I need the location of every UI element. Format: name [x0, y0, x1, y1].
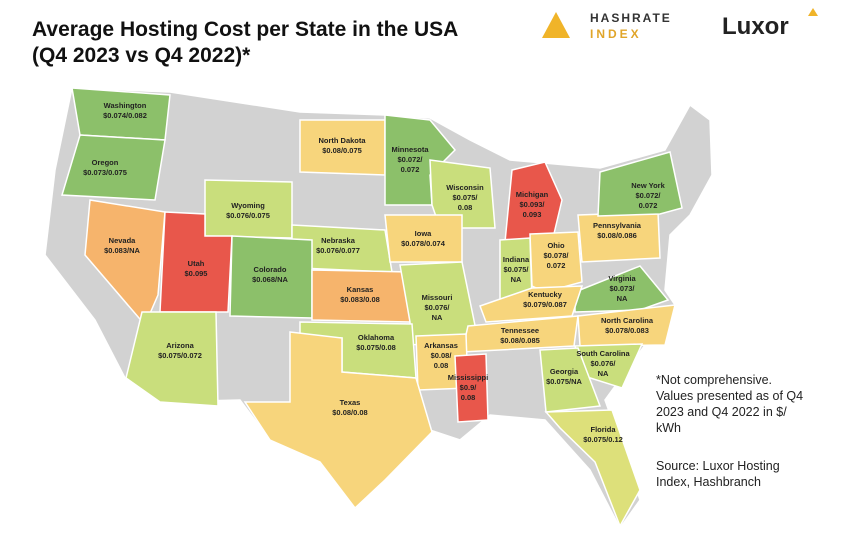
logo-icon: [542, 12, 570, 38]
state-name: Florida: [590, 425, 616, 434]
state: [454, 353, 489, 423]
state-value: $0.08/0.08: [332, 408, 367, 417]
source: Source: Luxor Hosting: [656, 459, 780, 473]
state-value: 0.072: [639, 201, 658, 210]
state-value: 0.072: [401, 165, 420, 174]
state-value: $0.076/: [590, 359, 616, 368]
state-name: Arizona: [166, 341, 194, 350]
state-value: $0.073/0.075: [83, 168, 127, 177]
state-value: $0.079/0.087: [523, 300, 567, 309]
state-name: Nevada: [109, 236, 137, 245]
state: [504, 161, 563, 243]
title: (Q4 2023 vs Q4 2022)*: [32, 44, 251, 67]
state-value: $0.095: [185, 269, 208, 278]
state-name: Oregon: [92, 158, 119, 167]
state-name: Mississippi: [448, 373, 488, 382]
state-name: Tennessee: [501, 326, 539, 335]
state-value: $0.078/: [543, 251, 569, 260]
state-name: Georgia: [550, 367, 579, 376]
state-value: $0.075/0.08: [356, 343, 396, 352]
state-value: 0.08: [461, 393, 476, 402]
state-value: 0.08: [458, 203, 473, 212]
state: [84, 199, 166, 327]
state-value: $0.078/0.074: [401, 239, 446, 248]
state-value: $0.076/0.077: [316, 246, 360, 255]
logo-text: INDEX: [590, 27, 642, 41]
note: 2023 and Q4 2022 in $/: [656, 405, 787, 419]
state-name: Arkansas: [424, 341, 458, 350]
note: *Not comprehensive.: [656, 373, 772, 387]
state-value: NA: [511, 275, 522, 284]
state-value: $0.068/NA: [252, 275, 288, 284]
state-name: Minnesota: [391, 145, 429, 154]
state-value: $0.073/: [609, 284, 635, 293]
state-name: Wisconsin: [446, 183, 484, 192]
state: [597, 151, 683, 217]
state-value: $0.075/0.072: [158, 351, 202, 360]
state-value: $0.072/: [397, 155, 423, 164]
state-name: South Carolina: [576, 349, 630, 358]
state-value: $0.075/NA: [546, 377, 582, 386]
state-value: $0.076/0.075: [226, 211, 270, 220]
state-name: Iowa: [415, 229, 432, 238]
state-name: Nebraska: [321, 236, 356, 245]
state-value: $0.074/0.082: [103, 111, 147, 120]
state: [479, 285, 584, 323]
state-value: $0.072/: [635, 191, 661, 200]
state-name: Pennsylvania: [593, 221, 642, 230]
state: [61, 134, 166, 201]
note: kWh: [656, 421, 681, 435]
state-value: $0.075/: [503, 265, 529, 274]
state-value: $0.078/0.083: [605, 326, 649, 335]
state-name: Indiana: [503, 255, 530, 264]
state-value: $0.08/: [431, 351, 453, 360]
logo-icon: [808, 8, 818, 16]
state-name: Washington: [104, 101, 147, 110]
state-value: NA: [432, 313, 443, 322]
state-name: Texas: [340, 398, 361, 407]
state-name: Ohio: [547, 241, 564, 250]
state-name: Kentucky: [528, 290, 563, 299]
state-value: $0.075/0.12: [583, 435, 623, 444]
source: Index, Hashbranch: [656, 475, 761, 489]
state: [539, 347, 602, 413]
state: [125, 311, 219, 407]
logo-text: Luxor: [722, 13, 789, 40]
state-name: New York: [631, 181, 665, 190]
state-name: Utah: [188, 259, 205, 268]
state-value: $0.076/: [424, 303, 450, 312]
state: [544, 409, 641, 528]
state-name: Michigan: [516, 190, 549, 199]
state-name: Virginia: [608, 274, 636, 283]
state-value: $0.083/0.08: [340, 295, 380, 304]
state-value: $0.075/: [452, 193, 478, 202]
state-name: North Carolina: [601, 316, 654, 325]
state-value: $0.08/0.085: [500, 336, 540, 345]
state-value: $0.9/: [460, 383, 478, 392]
state: [429, 159, 496, 229]
state-name: Kansas: [347, 285, 374, 294]
state-name: Oklahoma: [358, 333, 395, 342]
state-value: 0.08: [434, 361, 449, 370]
state-name: Missouri: [422, 293, 453, 302]
state-value: 0.072: [547, 261, 566, 270]
state-value: $0.08/0.086: [597, 231, 637, 240]
state: [577, 304, 676, 347]
state-value: NA: [598, 369, 609, 378]
note: Values presented as of Q4: [656, 389, 803, 403]
title: Average Hosting Cost per State in the US…: [32, 18, 458, 41]
state-name: North Dakota: [318, 136, 366, 145]
state-value: NA: [617, 294, 628, 303]
state-name: Wyoming: [231, 201, 265, 210]
state-value: $0.083/NA: [104, 246, 140, 255]
state-value: $0.093/: [519, 200, 545, 209]
logo-text: HASHRATE: [590, 11, 672, 25]
state-value: $0.08/0.075: [322, 146, 362, 155]
state-value: 0.093: [523, 210, 542, 219]
state: [243, 331, 433, 510]
state-name: Colorado: [254, 265, 287, 274]
